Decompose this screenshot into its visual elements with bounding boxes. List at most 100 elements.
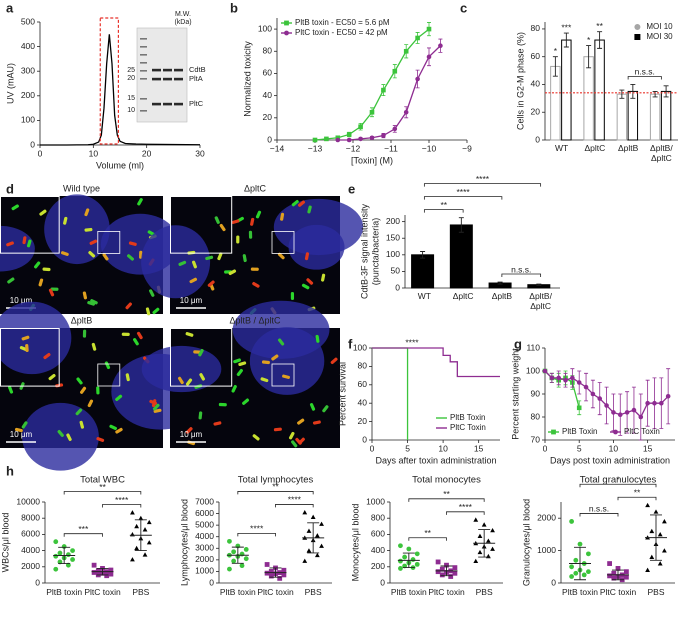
- y-tick-label: 6000: [195, 508, 214, 518]
- bacterium: [79, 420, 85, 429]
- panel-letter: c: [460, 0, 467, 15]
- bacterium: [82, 329, 87, 338]
- bacterium: [115, 394, 123, 402]
- bacterium: [127, 254, 134, 261]
- data-point: [415, 76, 420, 82]
- gel-marker-label: 20: [127, 75, 135, 82]
- data-point: [426, 54, 432, 60]
- gel-ladder-band: [140, 54, 147, 56]
- significance-bracket: [275, 504, 314, 508]
- x-tick-label: −14: [270, 143, 285, 153]
- gel-ladder-band: [140, 70, 147, 72]
- data-point: [146, 540, 152, 545]
- data-point: [268, 573, 274, 579]
- y-tick-label: 3000: [195, 543, 214, 553]
- data-point: [95, 568, 101, 574]
- bacterium: [137, 198, 143, 206]
- nucleus: [141, 345, 222, 393]
- data-point: [452, 565, 458, 571]
- data-point: [312, 137, 318, 143]
- y-tick-label: 50: [391, 266, 401, 276]
- data-point: [448, 574, 454, 579]
- data-point: [314, 552, 320, 558]
- x-tick-label: PBS: [304, 587, 322, 597]
- data-point: [477, 549, 483, 555]
- data-point: [576, 380, 582, 385]
- nucleus: [0, 301, 72, 375]
- y-tick-label: 10000: [16, 496, 40, 506]
- chart-title: Total granulocytes: [580, 475, 657, 486]
- x-tick-label: −10: [422, 143, 437, 153]
- bacterium: [136, 331, 143, 340]
- significance-bracket: [423, 209, 464, 213]
- bacterium: [152, 403, 160, 411]
- y-tick-label: 0: [362, 434, 367, 444]
- data-point: [414, 561, 420, 567]
- bacterium: [89, 239, 98, 245]
- data-point: [569, 564, 574, 570]
- y-tick-label: 0: [267, 134, 272, 144]
- bacterium: [291, 199, 299, 207]
- data-point: [549, 375, 555, 381]
- data-point: [563, 377, 568, 383]
- x-tick-label: ΔpltC: [584, 143, 606, 153]
- data-point: [586, 569, 591, 575]
- bacterium: [218, 402, 227, 407]
- data-point: [310, 514, 316, 519]
- legend-swatch: [634, 34, 641, 40]
- data-point: [302, 558, 308, 563]
- data-point: [277, 575, 283, 581]
- legend-swatch: [284, 30, 289, 36]
- data-point: [604, 403, 609, 408]
- x-tick-label: PltB toxin: [562, 587, 598, 597]
- x-tick-label: 15: [474, 443, 484, 453]
- bacterium: [84, 227, 93, 232]
- nucleus: [44, 194, 110, 265]
- data-point: [624, 569, 629, 575]
- data-point: [444, 562, 449, 568]
- bacterium: [322, 405, 329, 413]
- bacterium: [250, 217, 255, 226]
- bacterium: [205, 255, 214, 261]
- zoom-inset: [0, 328, 60, 387]
- gel-band: [163, 68, 172, 72]
- data-point: [142, 552, 148, 557]
- data-point: [657, 561, 663, 566]
- gel-ladder-band: [140, 110, 147, 112]
- data-point: [130, 557, 135, 562]
- significance-label: *: [587, 35, 591, 45]
- data-point: [426, 26, 432, 32]
- x-tick-label: PBS: [475, 587, 493, 597]
- y-tick-label: 800: [371, 512, 385, 522]
- y-tick-label: 20: [531, 106, 541, 116]
- bacterium: [307, 205, 312, 214]
- significance-bracket: [63, 533, 103, 537]
- bacterium: [282, 374, 290, 379]
- legend-label: PltB toxin - EC50 = 5.6 pM: [295, 18, 390, 27]
- gel-marker-label: 25: [127, 67, 135, 74]
- sd-bar: [96, 567, 109, 576]
- data-point: [624, 410, 630, 415]
- bacterium: [128, 241, 137, 246]
- bacterium: [280, 212, 285, 221]
- y-axis-label: Lymphocytes/μl blood: [179, 499, 189, 586]
- bacterium: [21, 335, 30, 341]
- legend-label: PltC Toxin: [450, 423, 486, 432]
- x-tick-label: −11: [384, 143, 398, 153]
- bacterium: [88, 251, 96, 258]
- x-tick-label: PltB toxin: [46, 587, 83, 597]
- gel-band: [174, 77, 183, 81]
- bacterium: [231, 219, 240, 224]
- bacterium: [91, 342, 97, 351]
- data-point: [653, 509, 659, 514]
- bacterium: [315, 334, 320, 343]
- y-tick-label: 80: [358, 361, 368, 371]
- data-point: [645, 400, 650, 406]
- bacterium: [48, 288, 55, 297]
- bacterium: [121, 332, 130, 337]
- x-tick-label: ΔpltB/ ΔpltC: [529, 291, 552, 311]
- x-tick-label: −12: [346, 143, 361, 153]
- data-point: [381, 133, 386, 138]
- y-tick-label: 40: [263, 90, 273, 100]
- y-tick-label: 60: [263, 68, 273, 78]
